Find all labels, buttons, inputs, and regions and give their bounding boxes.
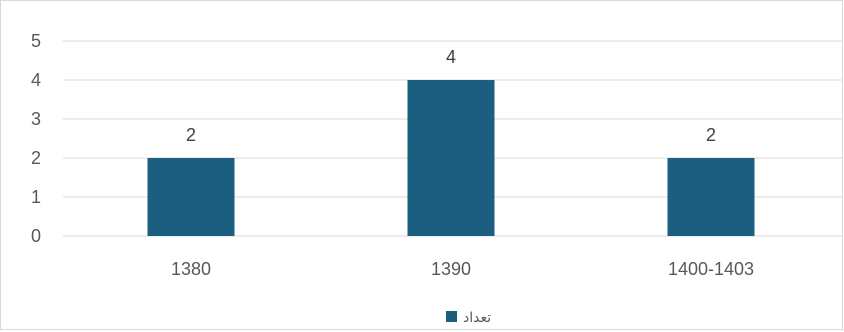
x-tick-label: 1380	[171, 259, 211, 279]
legend-label: تعداد	[463, 310, 491, 326]
data-labels: 2 4 2	[186, 47, 716, 145]
y-tick-label: 1	[31, 187, 41, 207]
legend-swatch	[446, 311, 457, 322]
y-tick-label: 3	[31, 109, 41, 129]
y-axis-ticks: 0 1 2 3 4 5	[31, 31, 41, 246]
data-label: 4	[446, 47, 456, 67]
bar	[147, 158, 235, 236]
x-tick-label: 1390	[431, 259, 471, 279]
bar	[407, 80, 495, 236]
data-label: 2	[706, 125, 716, 145]
x-tick-label: 1400-1403	[668, 259, 754, 279]
y-tick-label: 4	[31, 70, 41, 90]
y-tick-label: 2	[31, 148, 41, 168]
legend: تعداد	[446, 310, 491, 326]
y-tick-label: 0	[31, 226, 41, 246]
x-axis-ticks: 1380 1390 1400-1403	[171, 259, 754, 279]
bars	[147, 80, 755, 236]
y-tick-label: 5	[31, 31, 41, 51]
data-label: 2	[186, 125, 196, 145]
bar	[667, 158, 755, 236]
